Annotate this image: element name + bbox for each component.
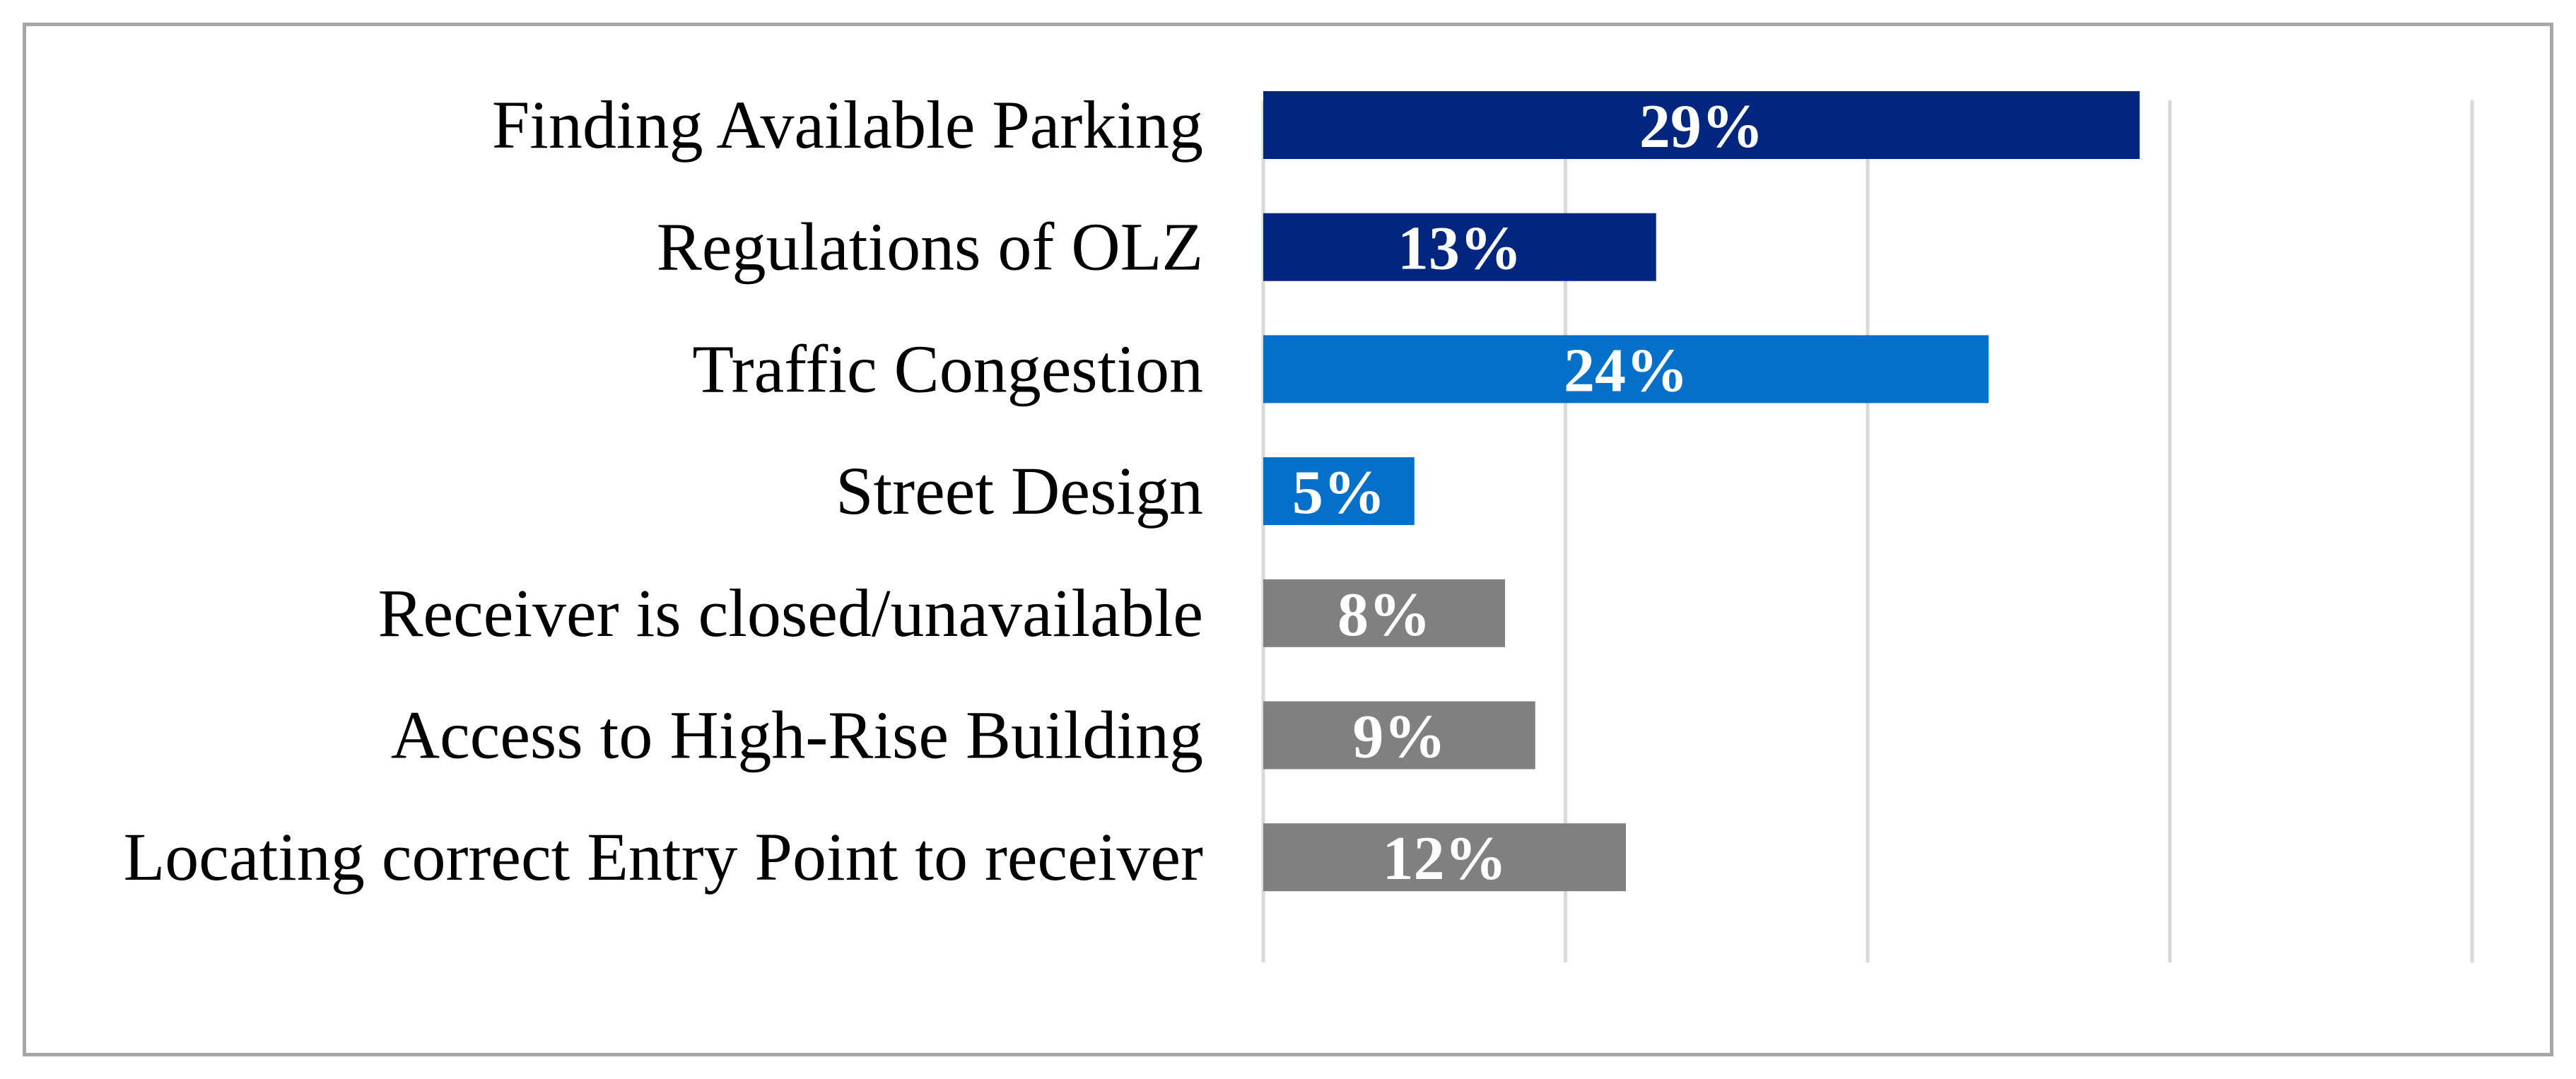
category-label-7: Locating correct Entry Point to receiver bbox=[124, 819, 1203, 895]
data-label-2: 13% bbox=[1398, 215, 1522, 283]
value-labels: 29% 13% 24% 5% 8% 9% 12% bbox=[1292, 93, 1764, 893]
bar-2 bbox=[1263, 213, 1656, 281]
category-label-6: Access to High-Rise Building bbox=[391, 697, 1203, 773]
data-label-3: 24% bbox=[1564, 336, 1688, 405]
data-label-4: 5% bbox=[1292, 459, 1386, 527]
bar-5 bbox=[1263, 579, 1505, 647]
bar-6 bbox=[1263, 701, 1535, 770]
category-label-5: Receiver is closed/unavailable bbox=[377, 575, 1203, 651]
bar-1 bbox=[1263, 91, 2140, 159]
bar-4 bbox=[1263, 457, 1415, 526]
category-label-3: Traffic Congestion bbox=[692, 331, 1203, 406]
category-label-1: Finding Available Parking bbox=[492, 87, 1203, 163]
data-label-1: 29% bbox=[1639, 93, 1764, 161]
bar-7 bbox=[1263, 823, 1626, 892]
data-label-6: 9% bbox=[1352, 703, 1446, 772]
bar-chart: Finding Available Parking Regulations of … bbox=[124, 87, 2474, 962]
chart-frame: Finding Available Parking Regulations of … bbox=[23, 23, 2553, 1056]
data-label-7: 12% bbox=[1383, 825, 1507, 893]
data-label-5: 8% bbox=[1337, 581, 1431, 649]
category-label-2: Regulations of OLZ bbox=[657, 209, 1203, 285]
category-labels: Finding Available Parking Regulations of … bbox=[124, 87, 1203, 895]
bars bbox=[1263, 91, 2140, 892]
category-label-4: Street Design bbox=[836, 453, 1203, 529]
bar-3 bbox=[1263, 335, 1989, 403]
